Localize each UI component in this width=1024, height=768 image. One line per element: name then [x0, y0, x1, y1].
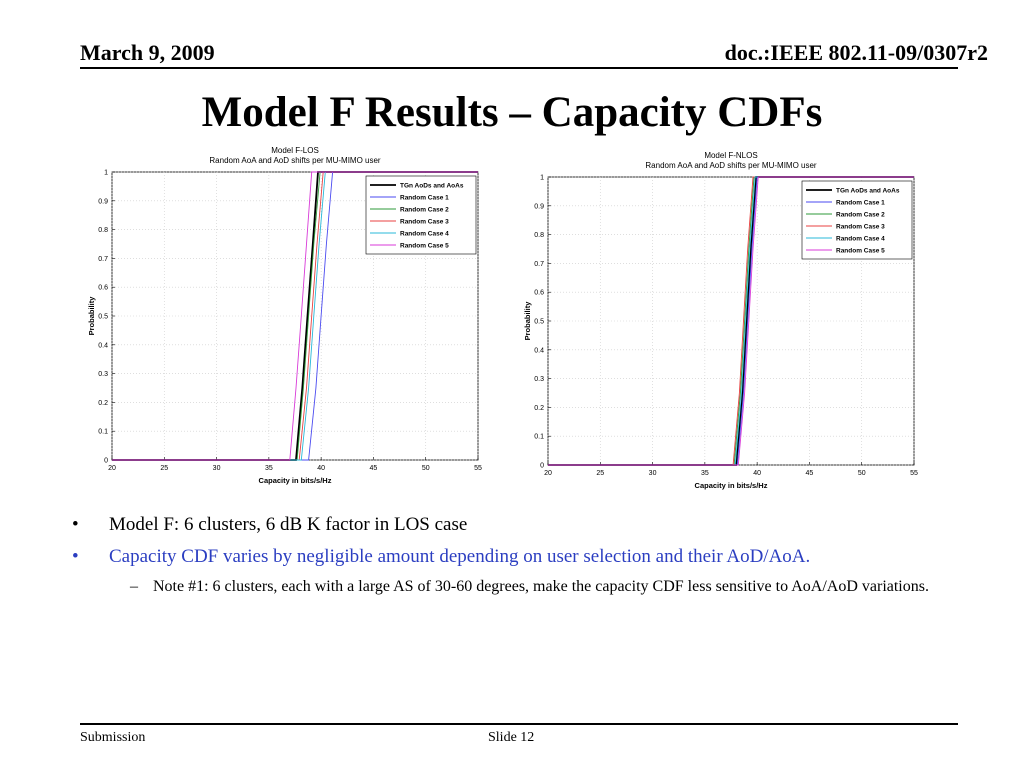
- legend-box: [801, 180, 913, 260]
- footer-submission: Submission: [80, 730, 146, 745]
- x-axis-label: Capacity in bits/s/Hz: [259, 476, 332, 485]
- x-tick-label: 35: [701, 470, 709, 477]
- y-tick-label: 0.5: [98, 314, 108, 321]
- y-tick-label: 0: [540, 463, 544, 470]
- x-tick-label: 40: [753, 470, 761, 477]
- footer-rule: [80, 723, 958, 725]
- legend-box: [365, 175, 477, 255]
- x-axis-label: Capacity in bits/s/Hz: [695, 481, 768, 490]
- legend-label: Random Case 3: [400, 219, 449, 226]
- y-tick-label: 0.8: [534, 232, 544, 239]
- y-tick-label: 0: [104, 458, 108, 465]
- y-tick-label: 0.2: [98, 400, 108, 407]
- y-tick-label: 0.1: [534, 434, 544, 441]
- x-tick-label: 25: [160, 465, 168, 472]
- y-tick-label: 0.9: [98, 198, 108, 205]
- legend-label: Random Case 1: [836, 200, 885, 207]
- y-tick-label: 0.7: [534, 261, 544, 268]
- y-tick-label: 0.1: [98, 429, 108, 436]
- header-rule: [80, 67, 958, 69]
- y-axis-label: Probability: [87, 296, 96, 336]
- bullet-item: • Capacity CDF varies by negligible amou…: [72, 544, 972, 570]
- legend-label: TGn AoDs and AoAs: [836, 188, 900, 195]
- legend-label: Random Case 5: [400, 243, 449, 250]
- x-tick-label: 55: [474, 465, 482, 472]
- x-tick-label: 55: [910, 470, 918, 477]
- x-tick-label: 25: [596, 470, 604, 477]
- y-tick-label: 0.9: [534, 203, 544, 210]
- sub-bullet-text: Note #1: 6 clusters, each with a large A…: [153, 578, 929, 595]
- slide-title: Model F Results – Capacity CDFs: [201, 89, 823, 136]
- y-tick-label: 1: [104, 170, 108, 177]
- chart-subtitle: Random AoA and AoD shifts per MU-MIMO us…: [209, 156, 381, 165]
- header-date: March 9, 2009: [80, 40, 215, 65]
- legend-label: Random Case 3: [836, 224, 885, 231]
- y-tick-label: 0.8: [98, 227, 108, 234]
- x-tick-label: 30: [649, 470, 657, 477]
- y-axis-label: Probability: [523, 301, 532, 341]
- y-tick-label: 0.4: [98, 342, 108, 349]
- x-tick-label: 35: [265, 465, 273, 472]
- y-tick-label: 0.4: [534, 347, 544, 354]
- y-tick-label: 1: [540, 175, 544, 182]
- y-tick-label: 0.6: [534, 290, 544, 297]
- header-doc-id: doc.:IEEE 802.11-09/0307r2: [724, 40, 988, 65]
- y-tick-label: 0.5: [534, 319, 544, 326]
- x-tick-label: 45: [370, 465, 378, 472]
- chart-subtitle: Random AoA and AoD shifts per MU-MIMO us…: [645, 161, 817, 170]
- y-tick-label: 0.7: [98, 256, 108, 263]
- bullet-text: Capacity CDF varies by negligible amount…: [109, 546, 811, 567]
- y-tick-label: 0.6: [98, 285, 108, 292]
- footer-slide-number: Slide 12: [488, 730, 535, 745]
- legend-label: Random Case 5: [836, 248, 885, 255]
- legend-label: Random Case 2: [400, 207, 449, 214]
- series-line: [548, 176, 914, 466]
- bullet-text: Model F: 6 clusters, 6 dB K factor in LO…: [109, 514, 468, 535]
- x-tick-label: 20: [544, 470, 552, 477]
- legend-label: Random Case 4: [836, 236, 885, 243]
- legend-label: Random Case 4: [400, 231, 449, 238]
- bullet-mark: •: [72, 546, 79, 567]
- x-tick-label: 40: [317, 465, 325, 472]
- x-tick-label: 30: [213, 465, 221, 472]
- x-tick-label: 20: [108, 465, 116, 472]
- legend-label: Random Case 1: [400, 195, 449, 202]
- y-tick-label: 0.3: [98, 371, 108, 378]
- x-tick-label: 50: [422, 465, 430, 472]
- legend-label: TGn AoDs and AoAs: [400, 183, 464, 190]
- chart-title: Model F-NLOS: [704, 151, 757, 160]
- bullet-mark: •: [72, 514, 79, 535]
- legend-label: Random Case 2: [836, 212, 885, 219]
- x-tick-label: 50: [858, 470, 866, 477]
- sub-bullet-mark: –: [130, 578, 138, 595]
- chart-title: Model F-LOS: [271, 146, 319, 155]
- x-tick-label: 45: [806, 470, 814, 477]
- sub-bullet-item: – Note #1: 6 clusters, each with a large…: [72, 576, 972, 598]
- bullet-item: • Model F: 6 clusters, 6 dB K factor in …: [72, 512, 972, 538]
- y-tick-label: 0.2: [534, 405, 544, 412]
- y-tick-label: 0.3: [534, 376, 544, 383]
- series-line: [112, 171, 478, 461]
- bullet-list: • Model F: 6 clusters, 6 dB K factor in …: [72, 512, 972, 598]
